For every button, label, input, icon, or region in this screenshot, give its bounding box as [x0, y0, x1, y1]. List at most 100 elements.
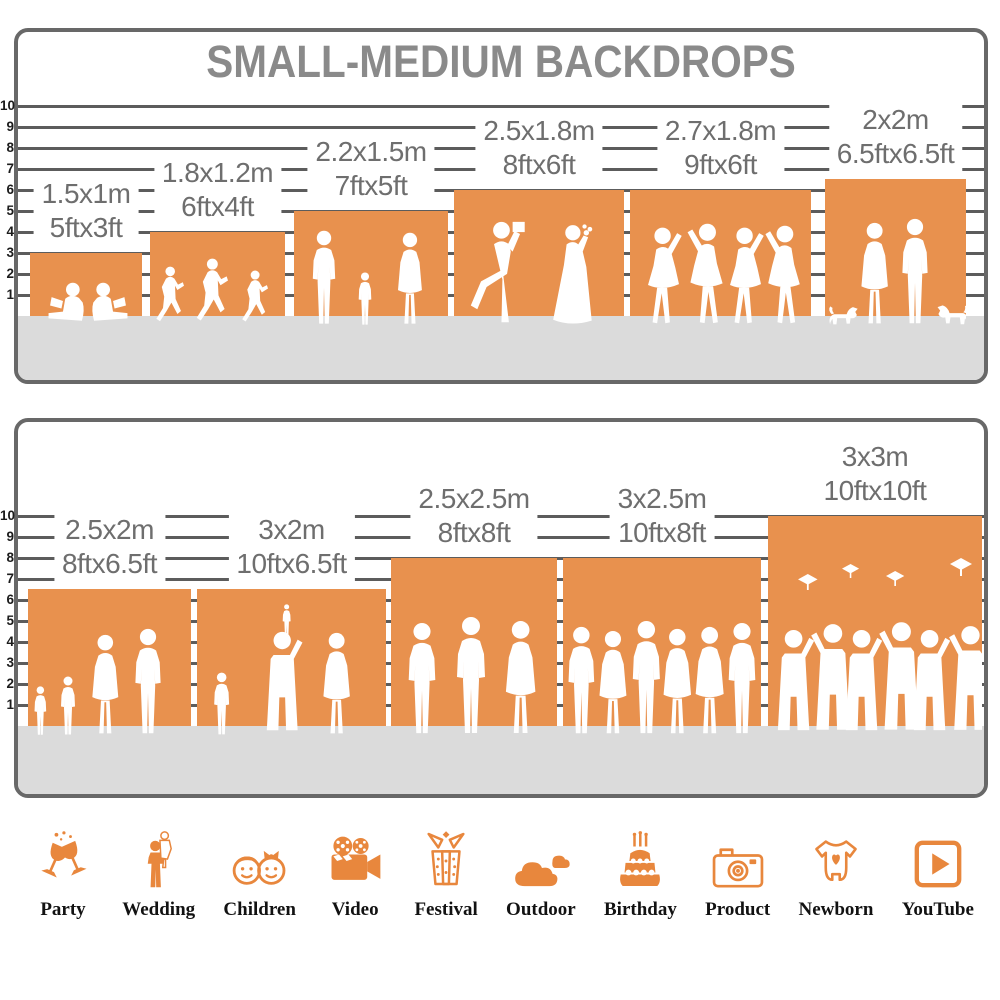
size-metric: 2.5x2m [65, 514, 154, 545]
size-imperial: 9ftx6ft [684, 149, 757, 180]
category-party: Party [32, 830, 94, 921]
category-wedding: Wedding [122, 830, 195, 921]
party-icon [41, 831, 87, 878]
size-imperial: 8ftx6.5ft [61, 548, 158, 579]
axis-tick-label: 1 [6, 697, 14, 712]
size-label: 2.5x2m 8ftx6.5ft [53, 513, 166, 581]
silhouette-scene-family-lift [214, 604, 350, 735]
youtube-icon [914, 840, 962, 888]
category-label: Birthday [604, 899, 677, 920]
size-imperial: 10ftx10ft [823, 475, 927, 506]
plot-area-1: 1.5x1m 5ftx3ft 1.8x1.2m 6ftx4ft 2.2x1.5m 7ftx… [18, 32, 984, 380]
product-icon [712, 848, 763, 888]
size-metric: 3x2m [258, 514, 325, 545]
backdrop-bar-10ftx10ft [768, 516, 982, 731]
category-label: Festival [414, 899, 478, 920]
floor [18, 726, 984, 794]
backdrop-bar-6.5ftx6.5ft [825, 179, 966, 325]
axis-tick-label: 9 [6, 529, 14, 544]
size-imperial: 10ftx8ft [618, 517, 706, 548]
silhouette-scene-dog-walkers [829, 218, 966, 325]
size-metric: 3x3m [841, 441, 909, 472]
size-metric: 3x2.5m [617, 483, 707, 514]
axis-tick-label: 8 [6, 550, 14, 565]
size-metric: 2.5x1.8m [483, 115, 595, 146]
silhouette-scene-wedding-couple [470, 221, 593, 324]
backdrop-bar-8ftx8ft [391, 558, 557, 734]
axis-tick-label: 2 [6, 266, 14, 281]
axis-tick-label: 10 [0, 508, 16, 523]
axis-tick-label: 8 [6, 140, 14, 155]
size-label: 2.5x1.8m 8ftx6ft [475, 114, 603, 182]
axis-tick-label: 5 [6, 613, 14, 628]
size-imperial: 6ftx4ft [181, 191, 254, 222]
axis-tick-label: 7 [6, 161, 14, 176]
size-label: 2.5x2.5m 8ftx8ft [410, 482, 538, 550]
category-video: Video [324, 834, 386, 921]
size-metric: 2x2m [862, 104, 929, 135]
backdrop-bar-9ftx6ft [630, 190, 811, 324]
axis-tick-label: 2 [6, 676, 14, 691]
silhouette-scene-friends-group [568, 620, 756, 734]
category-row: Party Wedding Children Video Festival Ou… [0, 830, 1000, 921]
video-icon [331, 836, 381, 880]
axis-tick-label: 6 [6, 592, 14, 607]
category-product: Product [705, 844, 770, 921]
size-chart-panel-2: 2.5x2m 8ftx6.5ft 3x2m 10ftx6.5ft 2.5x2.5m 8ft… [14, 418, 988, 798]
size-metric: 1.5x1m [41, 178, 131, 209]
category-newborn: Newborn [798, 836, 873, 921]
axis-tick-label: 3 [6, 245, 14, 260]
category-festival: Festival [414, 830, 478, 921]
category-birthday: Birthday [604, 830, 677, 921]
silhouette-scene-graduation [777, 558, 982, 731]
size-label: 3x3m 10ftx10ft [815, 440, 935, 508]
backdrop-bar-5ftx3ft [30, 253, 142, 321]
category-label: YouTube [901, 899, 974, 920]
size-imperial: 7ftx5ft [334, 170, 408, 201]
floor [18, 316, 984, 380]
axis-tick-label: 4 [6, 634, 14, 649]
size-metric: 1.8x1.2m [161, 157, 274, 188]
silhouette-scene-family-kids [34, 628, 161, 735]
axis-tick-label: 5 [6, 203, 14, 218]
axis-tick-label: 7 [6, 571, 14, 586]
category-children: Children [223, 840, 296, 921]
backdrop-bar-10ftx6.5ft [197, 589, 386, 735]
outdoor-icon [515, 855, 570, 887]
backdrop-bar-8ftx6.5ft [28, 589, 191, 735]
festival-icon [427, 831, 465, 886]
size-label: 1.8x1.2m 6ftx4ft [153, 156, 282, 224]
size-label: 2.2x1.5m 7ftx5ft [307, 135, 435, 203]
axis-tick-label: 10 [0, 98, 16, 113]
category-label: Party [40, 899, 86, 920]
children-icon [232, 850, 286, 885]
category-label: Product [705, 899, 771, 920]
size-label: 1.5x1m 5ftx3ft [33, 177, 139, 245]
size-imperial: 8ftx8ft [437, 517, 511, 548]
silhouette-scene-family-walk [312, 230, 422, 325]
axis-tick-label: 9 [6, 119, 14, 134]
category-label: Newborn [798, 899, 874, 920]
size-metric: 2.2x1.5m [315, 136, 427, 167]
chart-title: SMALL-MEDIUM BACKDROPS [206, 36, 796, 87]
category-label: Outdoor [506, 899, 576, 920]
wedding-icon [147, 831, 172, 888]
size-label: 3x2.5m 10ftx8ft [609, 482, 715, 550]
size-metric: 2.5x2.5m [418, 483, 530, 514]
size-label: 2.7x1.8m 9ftx6ft [656, 114, 785, 182]
backdrop-bar-6ftx4ft [150, 232, 285, 322]
size-imperial: 8ftx6ft [502, 149, 576, 180]
birthday-icon [620, 831, 661, 887]
category-label: Wedding [122, 899, 196, 920]
size-label: 2x2m 6.5ftx6.5ft [828, 103, 963, 171]
plot-area-2: 2.5x2m 8ftx6.5ft 3x2m 10ftx6.5ft 2.5x2.5m 8ft… [18, 422, 984, 794]
category-label: Children [223, 899, 296, 920]
size-label: 3x2m 10ftx6.5ft [228, 513, 355, 581]
category-youtube: YouTube [902, 838, 974, 921]
axis-tick-label: 3 [6, 655, 14, 670]
silhouette-scene-adults-standing [408, 617, 536, 734]
silhouette-scene-kids-running [156, 258, 268, 322]
backdrop-bar-8ftx6ft [454, 190, 624, 324]
newborn-icon [815, 840, 857, 882]
